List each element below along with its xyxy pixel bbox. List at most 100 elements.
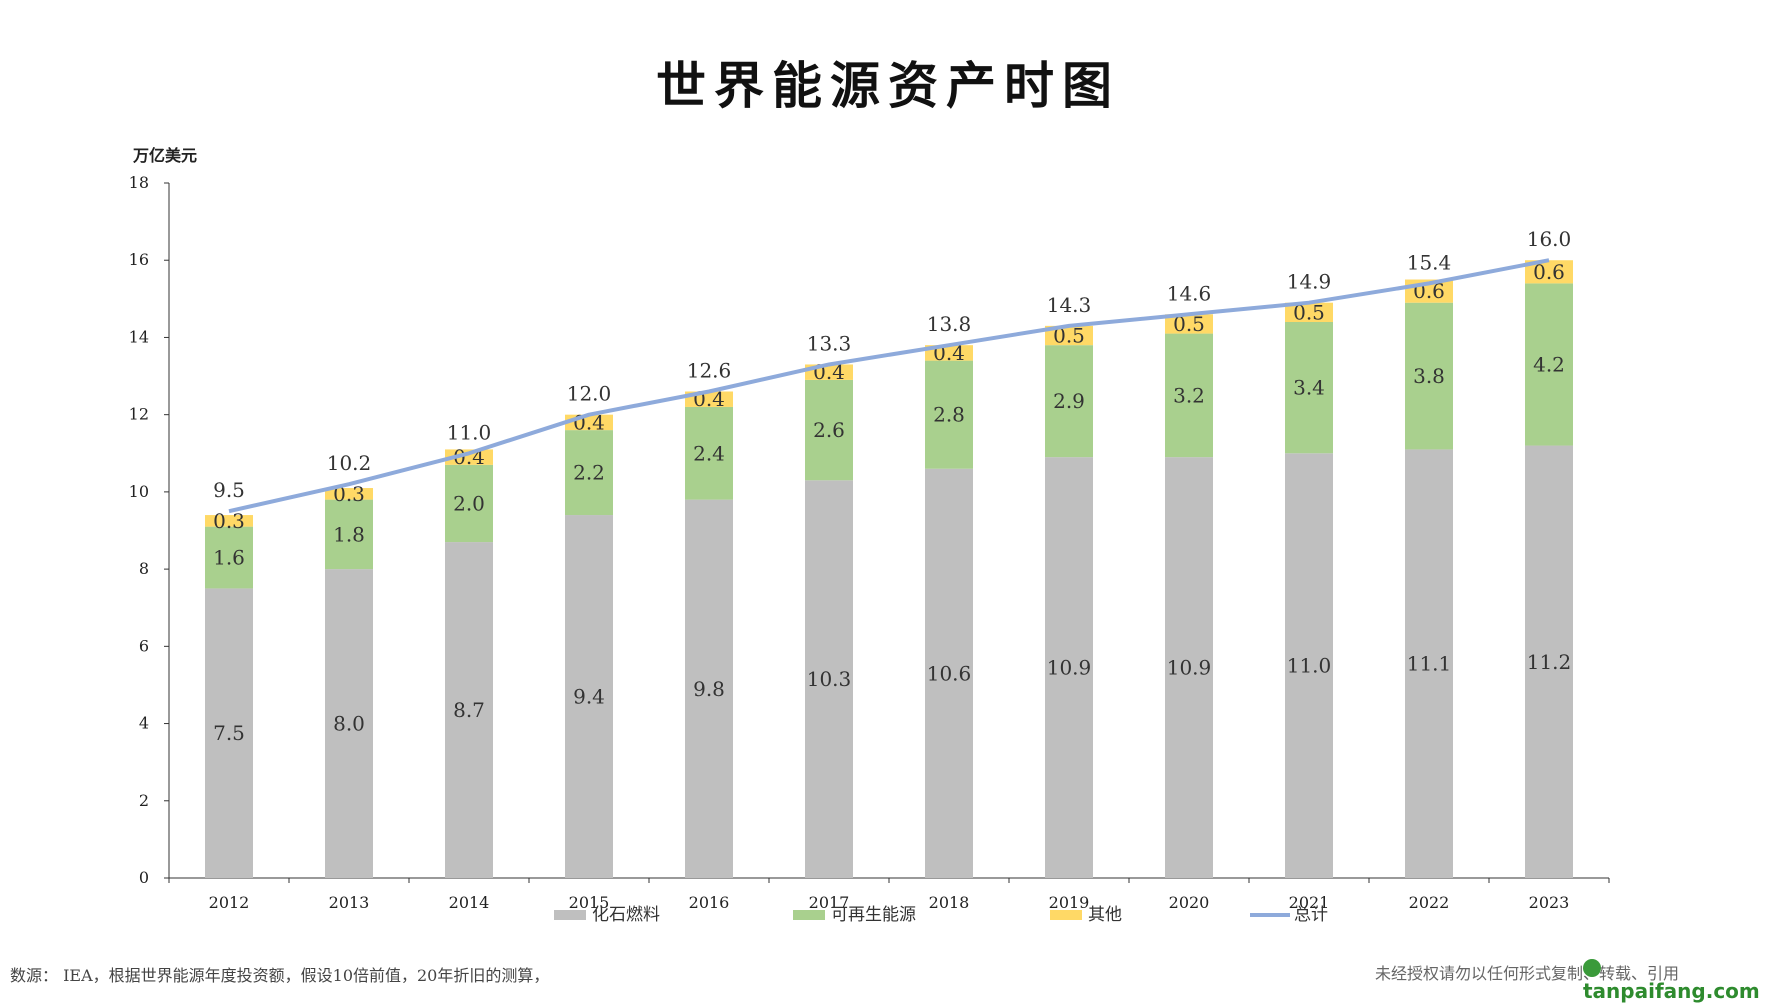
bar-segment-1 <box>1405 449 1453 878</box>
bar-segment-1 <box>805 480 853 878</box>
bar-value-label: 2.6 <box>813 418 845 442</box>
x-tick-label: 2017 <box>809 893 850 912</box>
bar-value-label: 2.8 <box>933 403 965 427</box>
legend-label: 可再生能源 <box>831 905 916 925</box>
total-value-label: 16.0 <box>1527 227 1572 251</box>
bar-value-label: 0.3 <box>213 509 245 533</box>
bar-segment-1 <box>685 499 733 878</box>
x-tick-label: 2019 <box>1049 893 1090 912</box>
total-value-label: 10.2 <box>327 451 372 475</box>
total-value-label: 9.5 <box>213 478 245 502</box>
bar-segment-3 <box>445 449 493 465</box>
total-value-label: 15.4 <box>1407 250 1452 274</box>
y-tick-label: 10 <box>129 482 149 501</box>
bar-value-label: 10.9 <box>1167 656 1212 680</box>
bar-segment-1 <box>1285 453 1333 878</box>
bar-value-label: 8.0 <box>333 712 365 736</box>
total-value-label: 12.0 <box>567 382 612 406</box>
bar-segment-1 <box>445 542 493 878</box>
bar-segment-2 <box>805 379 853 481</box>
total-value-label: 12.6 <box>687 359 732 383</box>
bar-value-label: 3.2 <box>1173 383 1205 407</box>
bar-value-label: 2.4 <box>693 441 725 465</box>
watermark-text: tanpaifang.com <box>1583 979 1760 1003</box>
bar-value-label: 2.2 <box>573 461 605 485</box>
bar-segment-1 <box>325 569 373 878</box>
bar-segment-1 <box>565 515 613 878</box>
bar-segment-1 <box>925 468 973 878</box>
bar-segment-3 <box>1285 302 1333 322</box>
x-tick-label: 2016 <box>689 893 730 912</box>
bar-value-label: 1.8 <box>333 522 365 546</box>
bar-segment-2 <box>1285 322 1333 454</box>
bar-value-label: 10.9 <box>1047 656 1092 680</box>
legend-swatch-2 <box>793 910 825 920</box>
bar-segment-2 <box>1525 283 1573 446</box>
y-tick-label: 18 <box>129 173 149 192</box>
bar-segment-2 <box>1045 345 1093 458</box>
bar-segment-2 <box>685 406 733 500</box>
source-note: 数源： IEA，根据世界能源年度投资额，假设10倍前值，20年折旧的测算， <box>10 966 550 985</box>
bar-segment-3 <box>1045 325 1093 346</box>
bar-value-label: 2.9 <box>1053 389 1085 413</box>
bar-segment-2 <box>565 430 613 516</box>
x-tick-label: 2014 <box>449 893 490 912</box>
bar-segment-2 <box>1165 333 1213 458</box>
legend-swatch-3 <box>1050 910 1082 920</box>
bar-value-label: 9.8 <box>693 677 725 701</box>
total-line <box>228 258 1550 514</box>
total-value-label: 14.9 <box>1287 270 1332 294</box>
x-tick-label: 2020 <box>1169 893 1210 912</box>
y-tick-label: 8 <box>139 559 149 578</box>
total-value-label: 11.0 <box>447 420 492 444</box>
bar-segment-3 <box>1165 314 1213 334</box>
y-tick-label: 12 <box>129 405 149 424</box>
bar-value-label: 3.8 <box>1413 364 1445 388</box>
bar-segment-2 <box>325 499 373 570</box>
bar-value-label: 11.2 <box>1527 650 1572 674</box>
bar-value-label: 11.0 <box>1287 654 1332 678</box>
legend-swatch-1 <box>554 910 586 920</box>
bar-value-label: 10.3 <box>807 667 852 691</box>
bar-value-label: 10.6 <box>927 661 972 685</box>
bar-value-label: 7.5 <box>213 721 245 745</box>
bar-value-label: 4.2 <box>1533 352 1565 376</box>
x-tick-label: 2013 <box>329 893 370 912</box>
leaf-logo-icon <box>1583 959 1601 977</box>
y-tick-label: 2 <box>139 791 149 810</box>
bar-segment-3 <box>325 488 373 500</box>
y-tick-label: 0 <box>139 868 149 887</box>
x-tick-label: 2021 <box>1289 893 1330 912</box>
bar-value-label: 8.7 <box>453 698 485 722</box>
chart-title: 世界能源资产时图 <box>656 56 1120 115</box>
bar-segment-3 <box>1525 260 1573 284</box>
bar-segment-2 <box>1405 302 1453 450</box>
x-tick-label: 2015 <box>569 893 610 912</box>
total-value-label: 13.8 <box>927 312 972 336</box>
bar-value-label: 9.4 <box>573 685 605 709</box>
legend-label: 化石燃料 <box>592 905 660 925</box>
bar-value-label: 11.1 <box>1407 652 1452 676</box>
bar-value-label: 1.6 <box>213 546 245 570</box>
legend-label: 总计 <box>1294 905 1328 925</box>
bar-segment-2 <box>445 464 493 543</box>
bar-segment-1 <box>1165 457 1213 878</box>
bar-segment-2 <box>925 360 973 469</box>
x-tick-label: 2023 <box>1529 893 1570 912</box>
bar-segment-1 <box>1525 445 1573 878</box>
y-tick-label: 16 <box>129 250 149 269</box>
bar-segment-1 <box>1045 457 1093 878</box>
bar-segment-1 <box>205 588 253 878</box>
total-value-label: 14.3 <box>1047 293 1092 317</box>
bar-segment-3 <box>205 515 253 527</box>
total-value-label: 13.3 <box>807 331 852 355</box>
copyright-notice: 未经授权请勿以任何形式复制、转载、引用 <box>1375 964 1680 983</box>
total-value-label: 14.6 <box>1167 281 1212 305</box>
y-tick-label: 14 <box>129 327 149 346</box>
bar-value-label: 2.0 <box>453 491 485 515</box>
site-watermark: tanpaifang.com <box>1583 955 1776 1003</box>
bar-segment-2 <box>205 526 253 589</box>
y-tick-label: 4 <box>139 714 149 733</box>
y-tick-label: 6 <box>139 636 149 655</box>
